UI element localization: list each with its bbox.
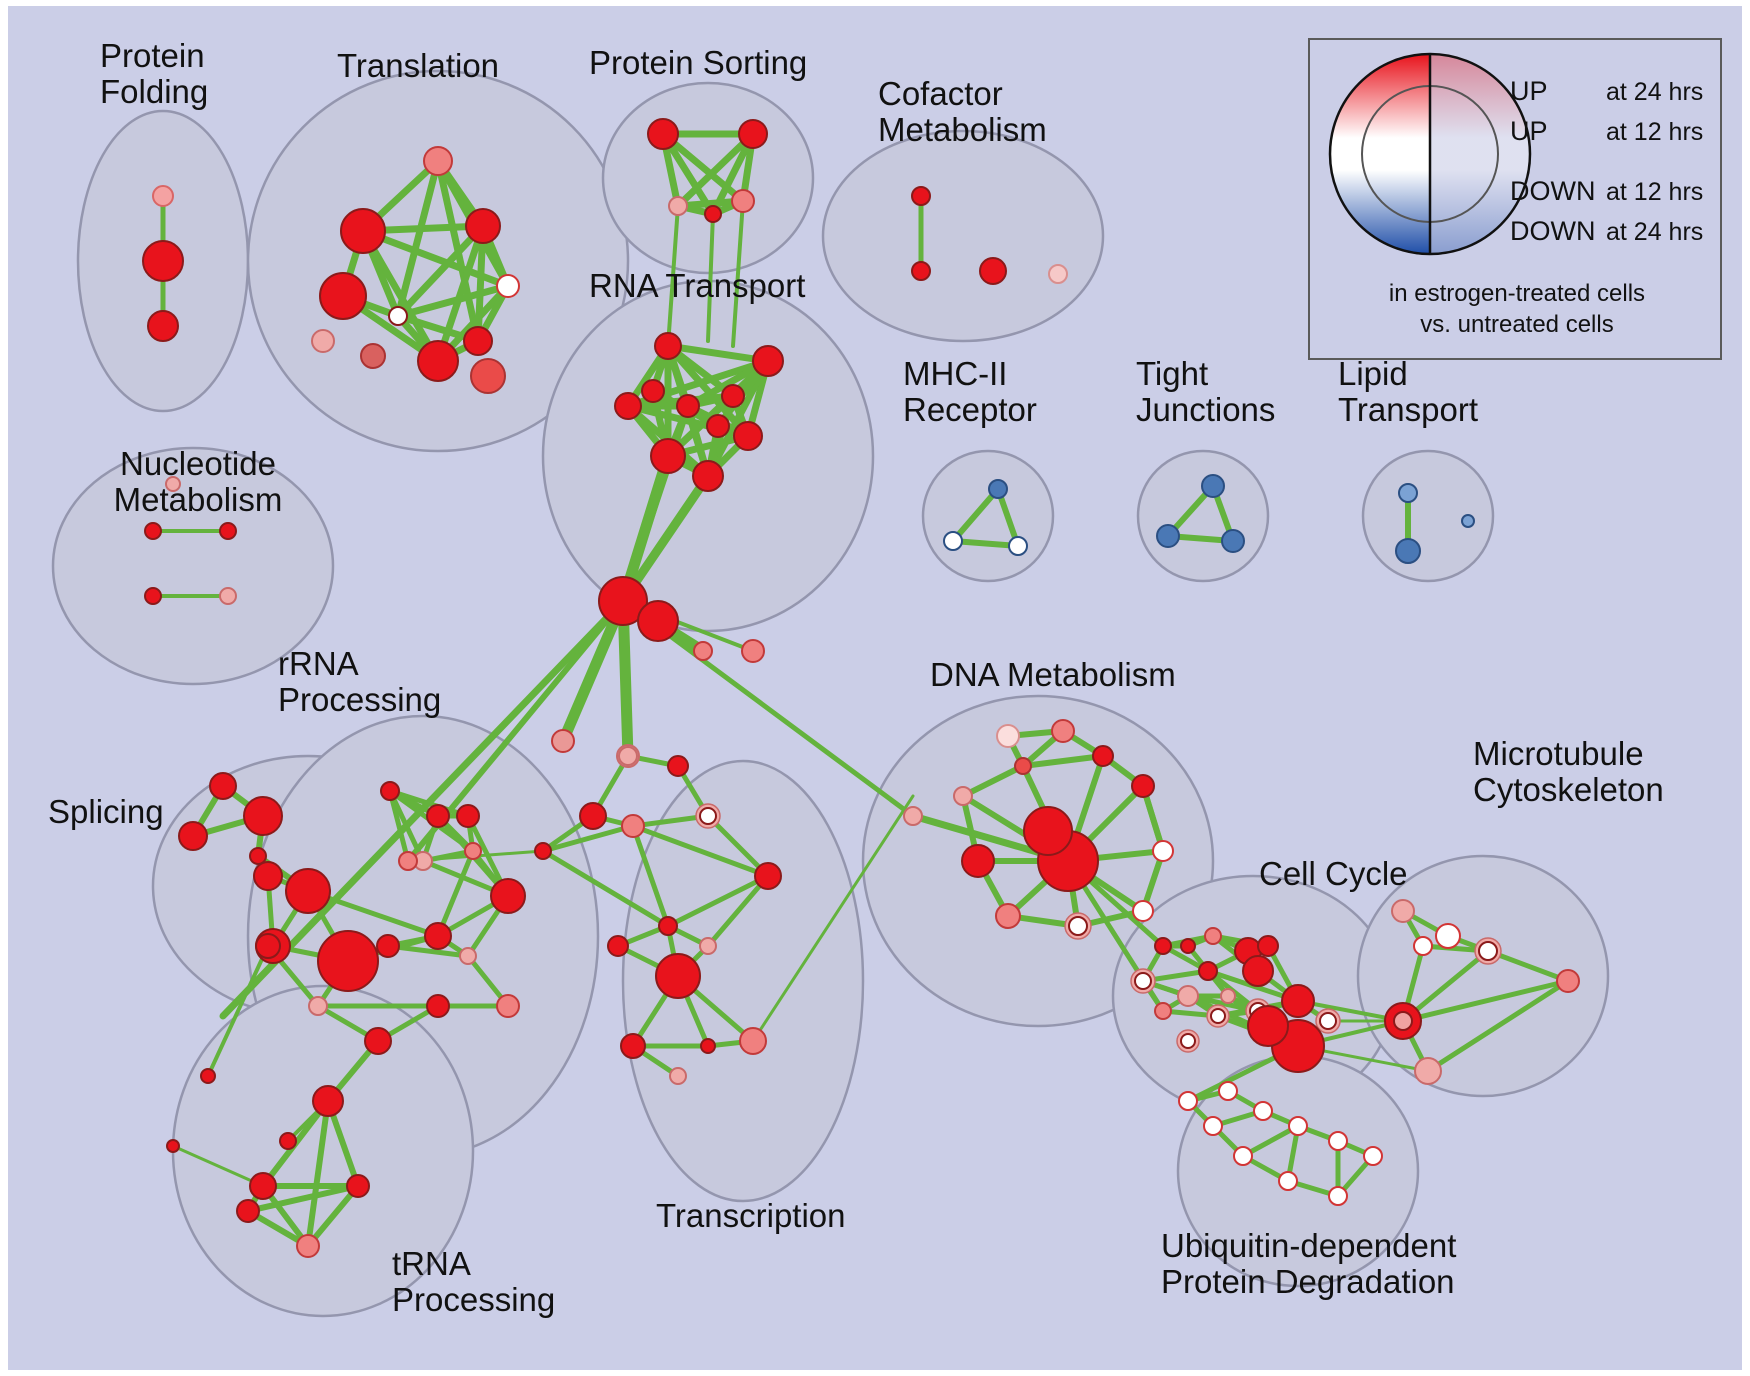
svg-text:DOWN: DOWN	[1510, 176, 1595, 206]
svg-text:DOWN: DOWN	[1510, 216, 1595, 246]
svg-text:UP: UP	[1510, 116, 1548, 146]
svg-text:at 12 hrs: at 12 hrs	[1606, 178, 1703, 206]
svg-text:UP: UP	[1510, 76, 1548, 106]
svg-text:at 24 hrs: at 24 hrs	[1606, 78, 1703, 106]
svg-text:at 24 hrs: at 24 hrs	[1606, 218, 1703, 246]
svg-text:at 12 hrs: at 12 hrs	[1606, 118, 1703, 146]
